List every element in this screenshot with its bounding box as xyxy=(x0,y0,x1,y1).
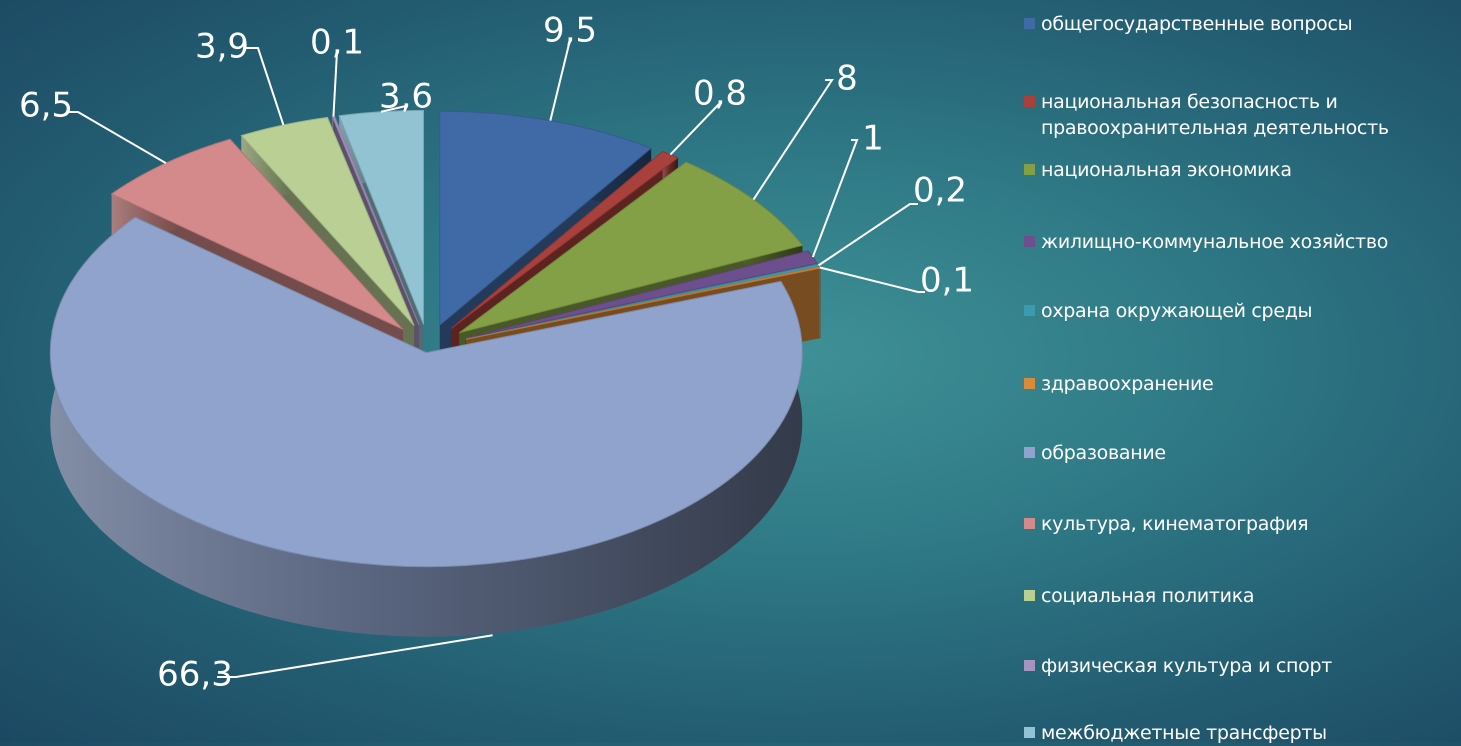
legend-swatch xyxy=(1024,96,1035,107)
legend-item: общегосударственные вопросы xyxy=(1024,11,1461,37)
leader-line xyxy=(380,105,407,113)
leader-line xyxy=(332,51,338,117)
legend-label: межбюджетные трансферты xyxy=(1041,722,1327,744)
legend-label: жилищно-коммунальное хозяйство xyxy=(1041,231,1389,253)
data-label: 0,1 xyxy=(310,23,364,63)
legend-item: национальная безопасность и правоохранит… xyxy=(1024,89,1461,141)
legend-label: социальная политика xyxy=(1041,585,1255,607)
legend-swatch xyxy=(1024,660,1035,671)
legend-swatch xyxy=(1024,727,1035,738)
legend-item: образование xyxy=(1024,440,1461,466)
data-label: 0,2 xyxy=(913,171,967,211)
data-label: 6,5 xyxy=(19,86,73,126)
legend-item: национальная экономика xyxy=(1024,157,1461,183)
data-label: 66,3 xyxy=(157,655,233,695)
legend-label: образование xyxy=(1041,442,1166,464)
legend-swatch xyxy=(1024,236,1035,247)
data-label: 8 xyxy=(836,59,858,99)
slice-wall-shade xyxy=(819,266,821,339)
legend-swatch xyxy=(1024,447,1035,458)
legend-label: национальная безопасность и правоохранит… xyxy=(1041,91,1389,139)
leader-line xyxy=(811,139,859,258)
slice-жилищно-top xyxy=(464,250,818,339)
data-label: 1 xyxy=(862,119,884,159)
leader-line xyxy=(549,39,571,121)
slice-образование-top xyxy=(49,216,803,568)
legend-item: здравоохранение xyxy=(1024,371,1461,397)
legend-swatch xyxy=(1024,164,1035,175)
leader-line xyxy=(817,203,918,267)
legend-item: межбюджетные трансферты xyxy=(1024,720,1461,746)
legend-label: здравоохранение xyxy=(1041,373,1214,395)
data-label: 3,6 xyxy=(379,77,433,117)
legend-item: жилищно-коммунальное хозяйство xyxy=(1024,229,1461,255)
data-label: 9,5 xyxy=(543,11,597,51)
leader-line xyxy=(669,102,721,156)
legend-label: охрана окружающей среды xyxy=(1041,300,1313,322)
legend-label: физическая культура и спорт xyxy=(1041,655,1333,677)
legend-item: охрана окружающей среды xyxy=(1024,298,1461,324)
legend-label: общегосударственные вопросы xyxy=(1041,13,1353,35)
legend-label: культура, кинематография xyxy=(1041,513,1309,535)
slice-национальная-top xyxy=(450,150,679,329)
leader-line xyxy=(68,111,167,164)
leader-line xyxy=(217,634,493,678)
legend-item: физическая культура и спорт xyxy=(1024,653,1461,679)
legend-label: национальная экономика xyxy=(1041,159,1292,181)
data-label: 0,1 xyxy=(920,261,974,301)
legend-swatch xyxy=(1024,305,1035,316)
leader-line xyxy=(244,47,285,126)
data-label: 0,8 xyxy=(693,74,747,114)
legend-item: культура, кинематография xyxy=(1024,511,1461,537)
legend-swatch xyxy=(1024,18,1035,29)
leader-line xyxy=(752,79,834,201)
slice-общегосударственные-top xyxy=(439,110,653,327)
data-label: 3,9 xyxy=(195,27,249,67)
legend-swatch xyxy=(1024,378,1035,389)
legend-item: социальная политика xyxy=(1024,583,1461,609)
legend-swatch xyxy=(1024,518,1035,529)
legend-swatch xyxy=(1024,590,1035,601)
leader-line xyxy=(819,266,925,293)
